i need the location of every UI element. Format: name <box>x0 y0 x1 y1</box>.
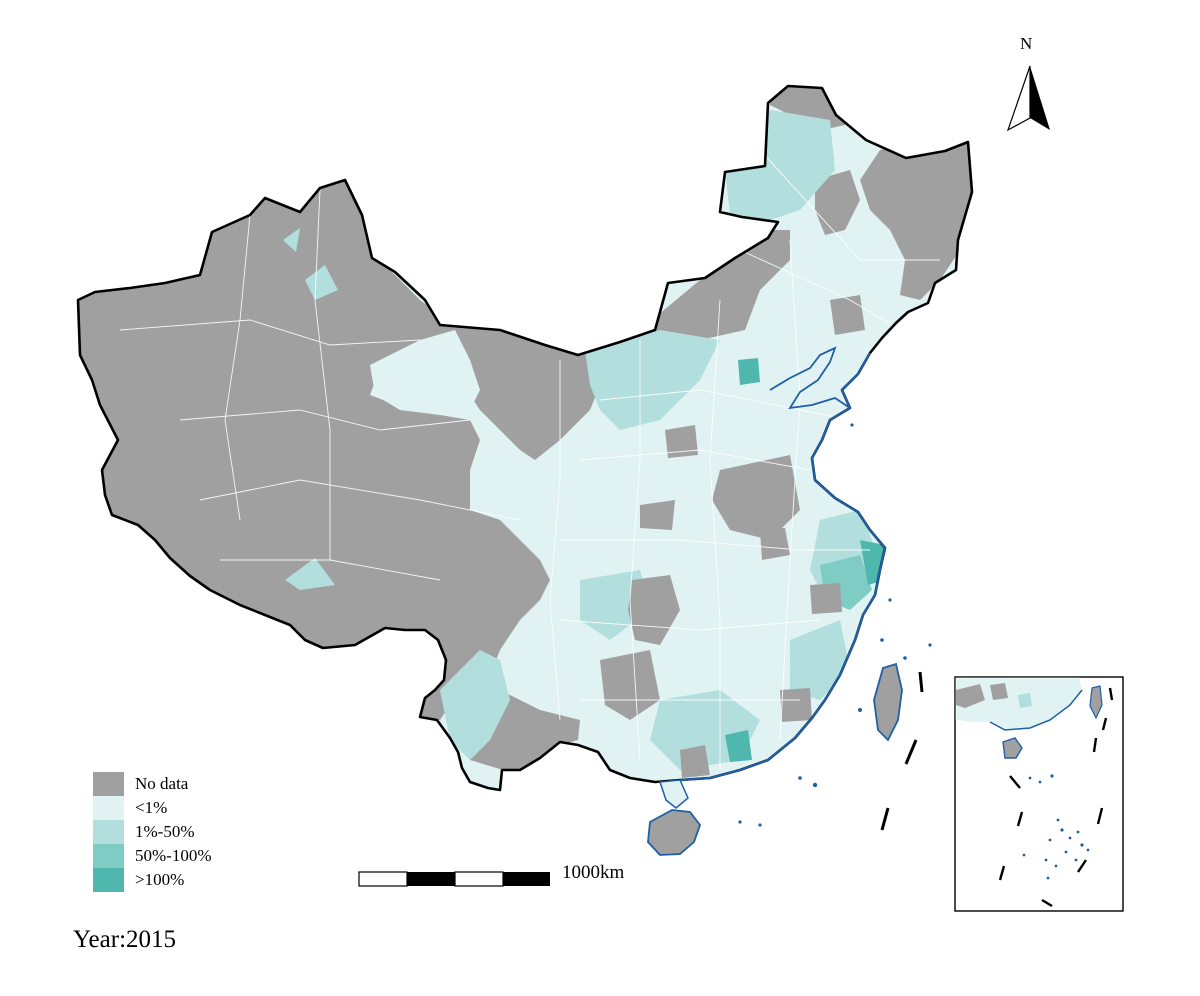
offshore-islands <box>738 423 932 827</box>
region-patch-nodata-10 <box>810 583 842 614</box>
region-northeast-east-nodata <box>860 130 972 300</box>
legend-item-lt-1: <1% <box>93 796 211 820</box>
legend-swatch <box>93 820 124 844</box>
year-label: Year:2015 <box>73 926 177 953</box>
legend-label: 50%-100% <box>135 846 212 865</box>
scale-bar-label: 1000km <box>562 862 625 883</box>
region-patch-nodata-1 <box>640 500 675 530</box>
region-patch-nodata-9 <box>665 425 698 458</box>
legend-label: >100% <box>135 870 185 889</box>
dash-line-segments <box>880 671 924 831</box>
legend-swatch <box>93 844 124 868</box>
inset-map <box>954 676 1124 912</box>
legend-swatch <box>93 772 124 796</box>
north-label: N <box>1020 34 1033 53</box>
region-beijing-high <box>738 358 760 385</box>
region-patch-nodata-7 <box>680 745 710 778</box>
region-xinjiang-blue-2 <box>285 558 335 590</box>
legend-swatch <box>93 796 124 820</box>
region-inner-mongolia-east-nodata <box>640 230 790 345</box>
region-northeast-mid-nodata <box>815 170 860 235</box>
legend-label: No data <box>135 774 189 793</box>
region-patch-nodata-5 <box>760 528 790 560</box>
region-patch-nodata-4 <box>600 650 660 720</box>
region-xinjiang-blue-1 <box>305 265 338 300</box>
region-xinjiang-blue-3 <box>283 228 300 252</box>
region-north-mid-blue <box>585 330 720 430</box>
legend-label: 1%-50% <box>135 822 195 841</box>
legend-item-50-100: 50%-100% <box>93 844 211 868</box>
taiwan-island <box>873 662 903 742</box>
north-arrow-icon <box>1006 65 1050 132</box>
legend-item-1-50: 1%-50% <box>93 820 211 844</box>
coastline <box>679 352 887 782</box>
legend-item-gt-100: >100% <box>93 868 211 892</box>
region-qinghai-light <box>370 330 480 415</box>
leizhou-peninsula <box>658 779 689 809</box>
region-patch-nodata-6 <box>780 688 812 722</box>
hainan-island <box>647 809 702 856</box>
region-patch-nodata-8 <box>830 295 865 335</box>
region-southwest-mid <box>440 650 510 760</box>
legend-swatch <box>93 868 124 892</box>
scale-bar <box>358 871 550 887</box>
legend-item-no-data: No data <box>93 772 211 796</box>
legend: No data <1% 1%-50% 50%-100% >100% <box>93 772 211 892</box>
legend-label: <1% <box>135 798 168 817</box>
region-central-blue-2 <box>790 620 850 700</box>
region-guangdong-high <box>725 730 752 762</box>
bohai-coast <box>769 346 851 410</box>
region-patch-nodata-2 <box>712 455 800 540</box>
